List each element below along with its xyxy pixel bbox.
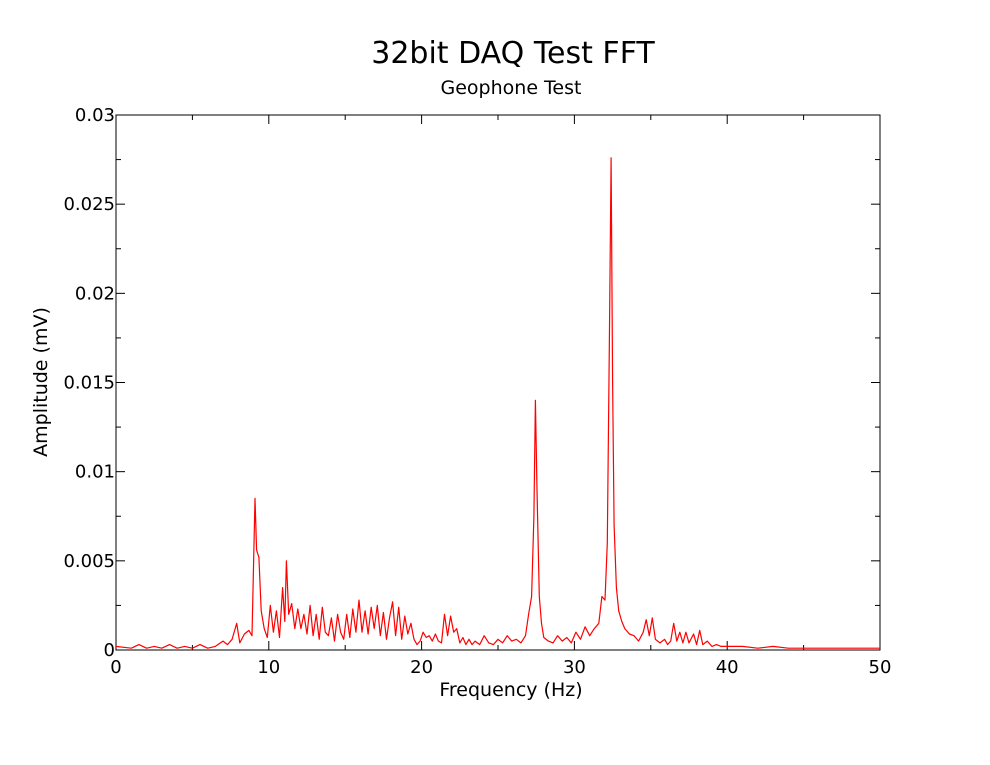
y-tick-label: 0.03 xyxy=(75,105,115,126)
y-axis-label: Amplitude (mV) xyxy=(30,307,52,457)
y-tick-label: 0.015 xyxy=(63,373,115,394)
plot-frame xyxy=(115,114,881,651)
x-tick-label: 40 xyxy=(716,657,739,678)
tick-labels: 0 10 20 30 40 50 0 0.005 0.01 0.015 0.02 0.025 0.03 xyxy=(63,105,891,678)
x-axis-label: Frequency (Hz) xyxy=(439,679,582,701)
x-tick-label: 30 xyxy=(563,657,586,678)
tick-marks xyxy=(115,114,881,651)
y-tick-label: 0.02 xyxy=(75,283,115,304)
x-tick-label: 0 xyxy=(110,657,121,678)
y-tick-label: 0.01 xyxy=(75,462,115,483)
y-tick-label: 0.005 xyxy=(63,551,115,572)
x-tick-label: 10 xyxy=(257,657,280,678)
y-tick-label: 0.025 xyxy=(63,194,115,215)
x-tick-label: 20 xyxy=(410,657,433,678)
series-line xyxy=(115,157,880,649)
y-tick-label: 0 xyxy=(104,640,115,661)
chart-title: 32bit DAQ Test FFT xyxy=(371,36,655,71)
chart-subtitle: Geophone Test xyxy=(441,77,582,99)
x-tick-label: 50 xyxy=(869,657,892,678)
